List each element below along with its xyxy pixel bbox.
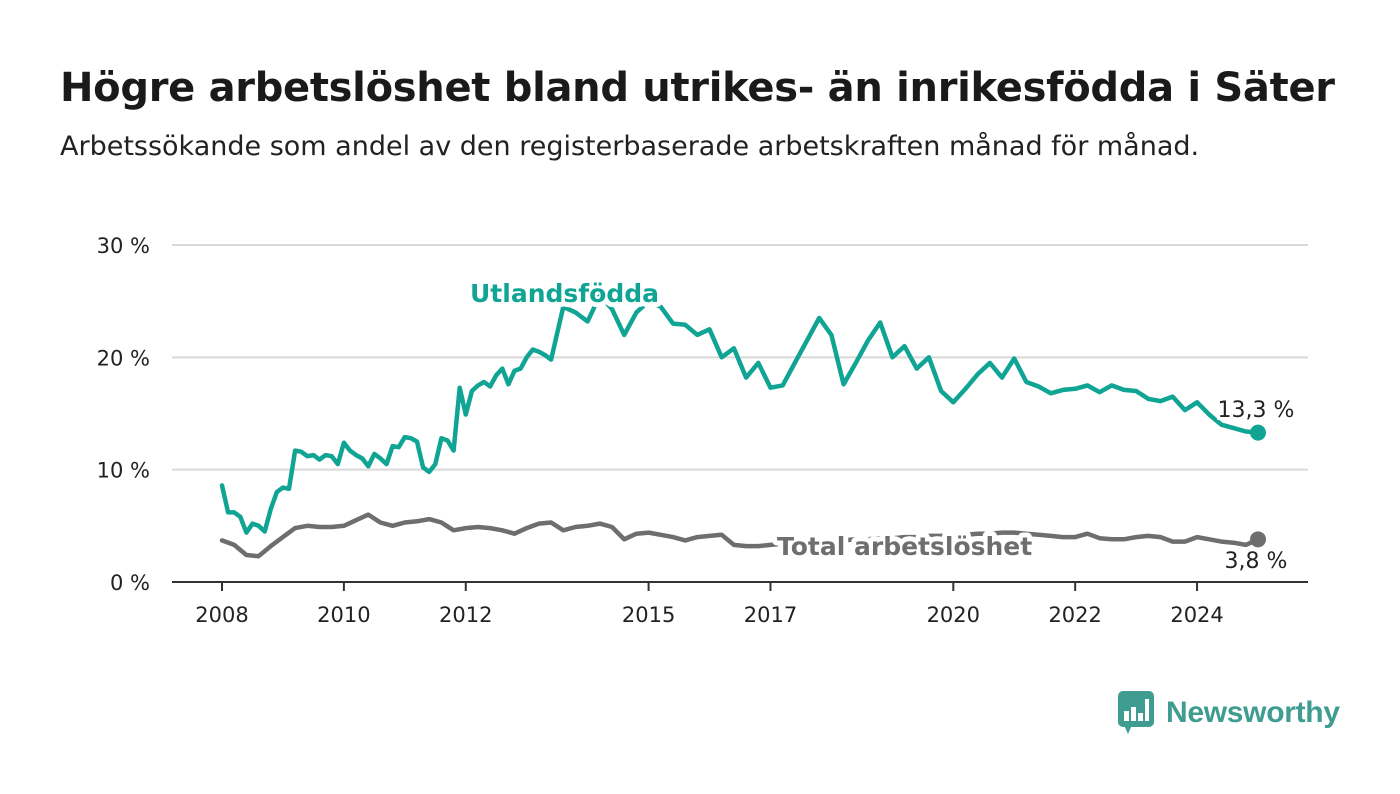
series-labels: Utlandsfödda Total arbetslöshet 13,3 % 3,8 … (465, 274, 1297, 577)
newsworthy-logo-icon (1118, 691, 1154, 735)
end-value-label: 13,3 % (1218, 398, 1295, 423)
newsworthy-logo: Newsworthy (1118, 690, 1340, 736)
x-tick-label: 2008 (195, 603, 248, 627)
x-tick-label: 2010 (317, 603, 370, 627)
x-axis: 2008 2010 2012 2015 2017 2020 2022 2024 (195, 582, 1224, 627)
chart-subtitle: Arbetssökande som andel av den registerb… (60, 131, 1200, 162)
series-end-point (1250, 424, 1266, 441)
x-tick-label: 2020 (927, 603, 980, 627)
series-line-0 (219, 293, 1261, 535)
y-tick-label: 0 % (110, 571, 150, 595)
y-tick-label: 20 % (97, 346, 150, 370)
y-axis: 0 % 10 % 20 % 30 % (97, 234, 150, 595)
series-label-utlandsfodda: Utlandsfödda (470, 279, 659, 308)
end-value-label: 3,8 % (1225, 549, 1288, 574)
x-tick-label: 2024 (1170, 603, 1223, 627)
series-line-1 (219, 512, 1261, 559)
series-lines (219, 293, 1266, 559)
series-end-point (1250, 531, 1266, 548)
x-tick-label: 2015 (622, 603, 675, 627)
y-tick-label: 30 % (97, 234, 150, 258)
x-tick-label: 2012 (439, 603, 492, 627)
x-tick-label: 2017 (744, 603, 797, 627)
newsworthy-logo-text: Newsworthy (1166, 696, 1340, 729)
y-tick-label: 10 % (97, 459, 150, 483)
series-label-total: Total arbetslöshet (777, 532, 1032, 561)
x-tick-label: 2022 (1048, 603, 1101, 627)
chart-title: Högre arbetslöshet bland utrikes- än inr… (60, 65, 1335, 111)
